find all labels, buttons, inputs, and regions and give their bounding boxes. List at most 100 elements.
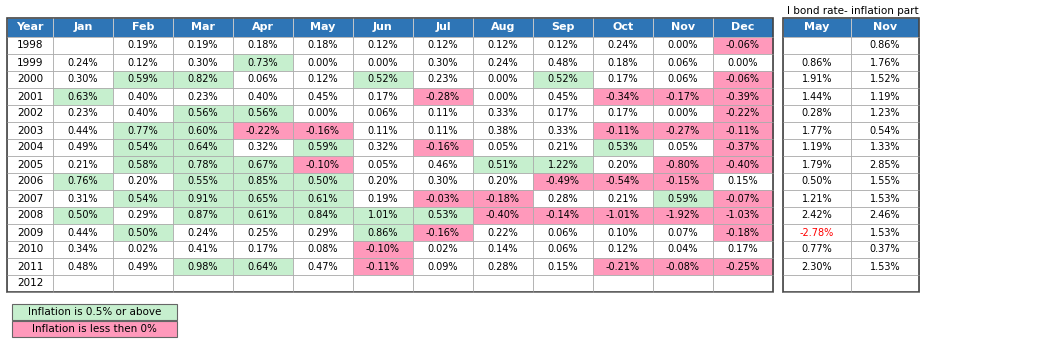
Bar (473, 54, 534, 71)
Text: 0.12%: 0.12% (368, 41, 398, 50)
Text: 0.04%: 0.04% (668, 245, 698, 255)
Text: -0.07%: -0.07% (726, 193, 760, 203)
Text: 0.24%: 0.24% (607, 41, 639, 50)
Bar (713, 88, 773, 105)
Bar (293, 258, 353, 275)
Bar (413, 275, 473, 292)
Bar (413, 258, 473, 275)
Bar (7, 258, 53, 275)
Bar (713, 258, 773, 275)
Text: 0.49%: 0.49% (68, 143, 98, 152)
Text: 0.00%: 0.00% (728, 58, 758, 67)
Text: 0.91%: 0.91% (188, 193, 218, 203)
Bar (7, 190, 53, 207)
Text: 0.25%: 0.25% (248, 227, 279, 238)
Text: 0.30%: 0.30% (188, 58, 218, 67)
Bar (173, 18, 233, 37)
Bar (473, 207, 534, 224)
Text: -0.16%: -0.16% (426, 227, 460, 238)
Bar (233, 224, 293, 241)
Text: 0.12%: 0.12% (128, 58, 158, 67)
Text: 0.52%: 0.52% (548, 74, 578, 84)
Bar (353, 54, 413, 71)
Text: 0.86%: 0.86% (869, 41, 901, 50)
Bar (473, 139, 534, 156)
Bar (293, 156, 353, 173)
Bar (53, 37, 113, 54)
Text: 0.05%: 0.05% (488, 143, 518, 152)
Bar (593, 18, 653, 37)
Bar (7, 224, 53, 241)
Bar (113, 18, 173, 37)
Text: 1.33%: 1.33% (869, 143, 901, 152)
Bar (413, 105, 473, 122)
Bar (783, 156, 851, 173)
Text: 0.32%: 0.32% (248, 143, 279, 152)
Bar (233, 105, 293, 122)
Text: 1.52%: 1.52% (869, 74, 901, 84)
Bar (593, 105, 653, 122)
Text: Aug: Aug (491, 23, 515, 32)
Bar (653, 207, 713, 224)
Text: -0.27%: -0.27% (666, 126, 700, 136)
Bar (12, 304, 177, 320)
Bar (7, 173, 53, 190)
Bar (593, 275, 653, 292)
Bar (593, 207, 653, 224)
Bar (173, 105, 233, 122)
Text: 0.12%: 0.12% (308, 74, 338, 84)
Text: -1.01%: -1.01% (606, 210, 640, 221)
Bar (12, 321, 177, 337)
Bar (851, 190, 919, 207)
Bar (53, 275, 113, 292)
Text: 0.29%: 0.29% (128, 210, 158, 221)
Bar (851, 241, 919, 258)
Bar (783, 258, 851, 275)
Text: -0.22%: -0.22% (245, 126, 280, 136)
Text: 2002: 2002 (17, 108, 43, 119)
Text: 0.48%: 0.48% (68, 262, 98, 271)
Bar (293, 54, 353, 71)
Bar (851, 18, 919, 37)
Bar (713, 139, 773, 156)
Text: 0.23%: 0.23% (68, 108, 99, 119)
Bar (534, 241, 593, 258)
Text: Sep: Sep (551, 23, 575, 32)
Bar (473, 156, 534, 173)
Text: 0.61%: 0.61% (308, 193, 338, 203)
Text: 0.21%: 0.21% (548, 143, 578, 152)
Bar (113, 71, 173, 88)
Bar (593, 71, 653, 88)
Text: -0.54%: -0.54% (606, 176, 640, 186)
Text: -0.16%: -0.16% (306, 126, 340, 136)
Text: -1.92%: -1.92% (666, 210, 700, 221)
Bar (113, 139, 173, 156)
Bar (783, 139, 851, 156)
Text: -0.11%: -0.11% (726, 126, 760, 136)
Bar (113, 105, 173, 122)
Text: 0.12%: 0.12% (607, 245, 639, 255)
Text: 0.64%: 0.64% (248, 262, 279, 271)
Bar (534, 258, 593, 275)
Bar (7, 156, 53, 173)
Text: -0.40%: -0.40% (486, 210, 520, 221)
Text: 0.20%: 0.20% (488, 176, 518, 186)
Text: 0.06%: 0.06% (248, 74, 279, 84)
Text: 0.50%: 0.50% (802, 176, 832, 186)
Text: 0.48%: 0.48% (548, 58, 578, 67)
Bar (7, 18, 773, 292)
Bar (7, 54, 53, 71)
Text: Apr: Apr (252, 23, 274, 32)
Text: 0.49%: 0.49% (128, 262, 158, 271)
Text: Jul: Jul (435, 23, 450, 32)
Text: 0.41%: 0.41% (188, 245, 218, 255)
Bar (473, 241, 534, 258)
Bar (713, 54, 773, 71)
Text: 2012: 2012 (17, 279, 44, 288)
Bar (653, 54, 713, 71)
Bar (7, 207, 53, 224)
Text: 0.02%: 0.02% (128, 245, 158, 255)
Bar (783, 173, 851, 190)
Bar (593, 258, 653, 275)
Text: 0.00%: 0.00% (488, 74, 518, 84)
